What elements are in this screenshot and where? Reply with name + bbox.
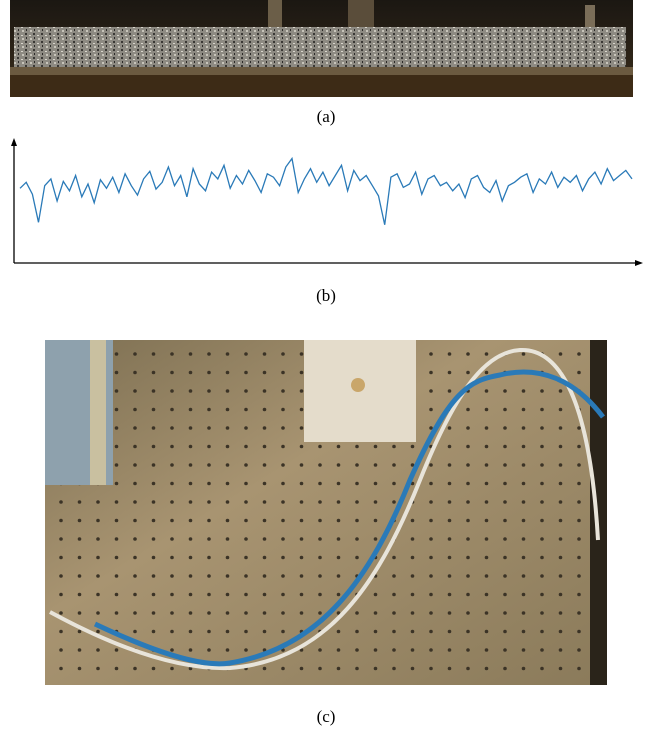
axis-arrow [11,138,17,146]
caption: (b) [316,286,336,305]
axis-arrow [635,260,643,266]
signal-line [20,159,632,225]
signal-axes [14,143,638,263]
caption: (a) [317,107,336,126]
photo-c [45,340,607,685]
signal [20,159,632,225]
caption: (c) [317,707,336,726]
figure: (a) (b) (c) [0,0,651,731]
photo-a [10,0,633,97]
